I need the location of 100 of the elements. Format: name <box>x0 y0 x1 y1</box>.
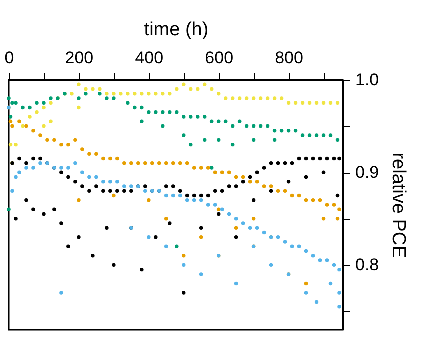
point <box>147 110 151 114</box>
point <box>140 106 144 110</box>
point <box>224 120 228 124</box>
point <box>224 96 228 100</box>
point <box>49 96 53 100</box>
point <box>308 134 312 138</box>
point <box>49 101 53 106</box>
point <box>77 82 81 86</box>
point <box>182 115 186 119</box>
point <box>154 110 158 114</box>
point <box>161 110 165 114</box>
point <box>98 87 102 92</box>
point <box>252 124 256 128</box>
point <box>119 92 123 96</box>
x-tick-label: 400 <box>135 48 164 68</box>
point <box>196 115 200 119</box>
point <box>322 101 326 106</box>
point <box>328 101 333 106</box>
point <box>8 142 13 147</box>
point <box>147 92 151 96</box>
point <box>70 92 74 96</box>
point <box>49 120 53 124</box>
x-tick-label: 800 <box>275 48 304 68</box>
point <box>336 101 340 106</box>
point <box>35 110 39 114</box>
point <box>140 92 144 96</box>
x-tick-label: 0 <box>4 48 14 68</box>
point <box>216 120 221 124</box>
point <box>238 120 242 124</box>
point <box>8 115 13 119</box>
point <box>322 134 326 138</box>
point <box>244 96 249 100</box>
point <box>168 110 172 114</box>
point <box>133 106 137 110</box>
point <box>105 92 109 96</box>
point <box>140 120 144 124</box>
point <box>230 124 235 128</box>
point <box>14 142 18 147</box>
point <box>210 87 214 92</box>
point <box>112 96 116 100</box>
point <box>216 92 221 96</box>
point <box>98 92 102 96</box>
point <box>280 129 284 133</box>
point <box>300 101 305 106</box>
point <box>42 101 46 106</box>
point <box>10 101 14 106</box>
point <box>280 96 284 100</box>
point <box>258 96 263 100</box>
point <box>175 244 179 249</box>
point <box>21 124 25 128</box>
x-axis-title: time (h) <box>144 20 209 40</box>
point <box>286 101 291 106</box>
y-axis-title: relative PCE <box>388 152 410 258</box>
point <box>210 166 214 170</box>
point <box>21 106 25 110</box>
point <box>196 87 200 92</box>
point <box>308 101 312 106</box>
point <box>77 106 81 110</box>
y-tick-label: 0.8 <box>356 256 380 275</box>
point <box>14 101 18 106</box>
point <box>314 134 319 138</box>
point <box>84 92 88 96</box>
y-tick-label: 1.0 <box>356 70 380 90</box>
x-tick-label: 600 <box>205 48 234 68</box>
point <box>7 208 11 212</box>
point <box>42 124 46 128</box>
point <box>266 124 270 128</box>
point <box>252 138 256 142</box>
point <box>84 87 88 92</box>
point <box>105 96 109 100</box>
point <box>188 142 193 147</box>
y-tick-label: 0.9 <box>356 163 380 182</box>
point <box>238 96 242 100</box>
point <box>28 106 32 110</box>
point <box>202 82 207 86</box>
point <box>126 101 130 106</box>
point <box>252 96 256 100</box>
x-tick-label: 200 <box>65 48 94 68</box>
point <box>294 101 298 106</box>
point <box>112 92 116 96</box>
point <box>188 87 193 92</box>
point <box>182 134 186 138</box>
point <box>175 87 179 92</box>
point <box>7 96 11 100</box>
point <box>286 129 291 133</box>
point <box>202 138 207 142</box>
point <box>42 106 46 110</box>
point <box>210 120 214 124</box>
point <box>126 92 130 96</box>
point <box>182 82 186 86</box>
point <box>294 129 298 133</box>
point <box>336 138 340 142</box>
point <box>272 138 277 142</box>
point <box>133 92 137 96</box>
point <box>175 110 179 114</box>
point <box>258 124 263 128</box>
point <box>161 92 165 96</box>
point <box>328 134 333 138</box>
point <box>272 129 277 133</box>
point <box>272 96 277 100</box>
